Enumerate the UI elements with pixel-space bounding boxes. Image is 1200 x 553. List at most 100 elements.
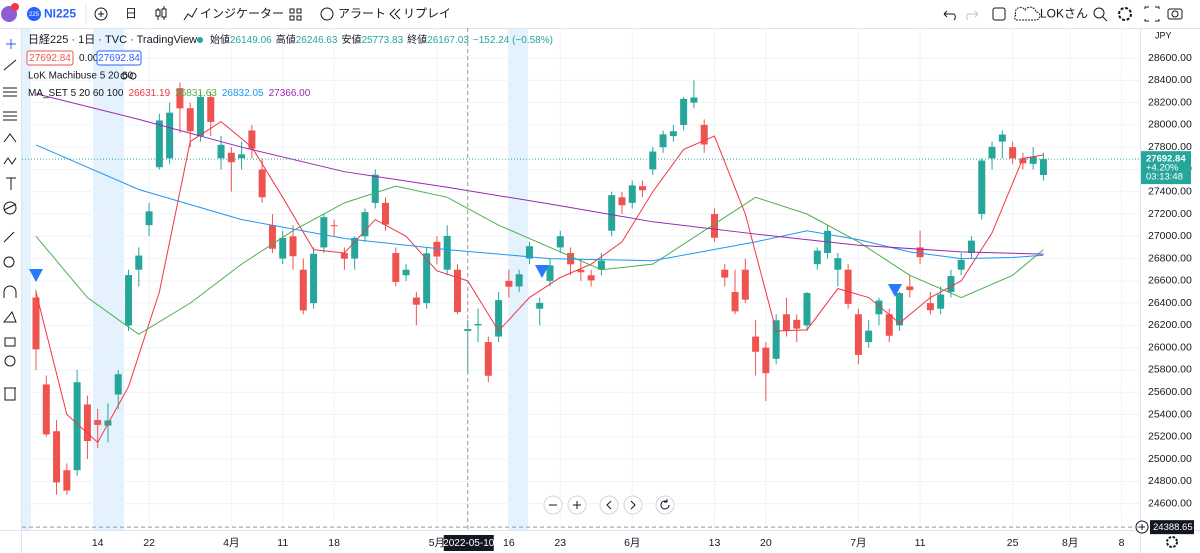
symbol-logo xyxy=(27,7,41,21)
ma-line xyxy=(35,93,1044,255)
nav-glyphs xyxy=(549,499,670,510)
candle-body xyxy=(967,240,975,253)
x-tick-label: 7月 xyxy=(850,537,866,549)
currency: JPY xyxy=(1155,30,1172,40)
search[interactable] xyxy=(1093,7,1105,19)
x-tick-label: 20 xyxy=(760,537,772,549)
candle-body xyxy=(957,259,965,270)
fullscreen[interactable] xyxy=(1144,6,1160,22)
y-tick-label: 25800.00 xyxy=(1148,364,1192,376)
crosshair-date-box xyxy=(443,535,494,551)
y-tick-label: 28000.00 xyxy=(1148,119,1192,131)
candle-body xyxy=(896,293,904,326)
indicator-icon xyxy=(183,7,198,21)
candle-body xyxy=(453,269,461,313)
axis-settings[interactable] xyxy=(1166,536,1178,548)
candle-body xyxy=(505,280,513,287)
crosshair-date: 2022-05-10 xyxy=(443,538,495,549)
candle-body xyxy=(433,241,441,257)
add-alert-plus xyxy=(1139,524,1145,530)
candle-body xyxy=(351,237,359,259)
candle-body xyxy=(710,214,718,238)
add-icon[interactable] xyxy=(94,7,108,21)
ma-legend: MA_SET 5 20 60 100 26631.19 26831.63 26832.… xyxy=(28,88,311,99)
y-tick-label: 27000.00 xyxy=(1148,230,1192,242)
candle-body xyxy=(690,97,698,103)
tag-text: 27692.84 xyxy=(29,53,71,64)
candle-body xyxy=(546,265,554,281)
layout-icon[interactable] xyxy=(289,8,302,21)
value: 26832.05 xyxy=(222,88,264,99)
y-tick-label: 28200.00 xyxy=(1148,96,1192,108)
alert-button[interactable]: アラート xyxy=(338,7,386,21)
candle-body xyxy=(484,342,492,376)
candle-body xyxy=(597,260,605,270)
x-tick-label: 25 xyxy=(1007,537,1019,549)
last-change: +4.20% xyxy=(1146,163,1179,174)
y-tick-label: 27800.00 xyxy=(1148,141,1192,153)
candle-body xyxy=(135,255,143,270)
user-button[interactable]: LOKさん xyxy=(1040,7,1088,21)
indicators-button[interactable]: インジケーター xyxy=(200,7,284,21)
candle-body xyxy=(587,275,595,281)
y-tick-label: 25600.00 xyxy=(1148,386,1192,398)
candle-body xyxy=(217,144,225,159)
candle-body xyxy=(659,134,667,148)
last-price: 27692.84 xyxy=(1146,154,1186,165)
signal-marker xyxy=(29,269,43,282)
indicator-icon xyxy=(120,72,128,80)
legend-title: 日経225 · 1日 · TVC · TradingView xyxy=(28,33,197,46)
search-handle xyxy=(1102,16,1108,22)
nav-buttons[interactable] xyxy=(543,495,675,515)
value: 26149.06 xyxy=(230,35,272,46)
value: 27366.00 xyxy=(269,88,311,99)
y-tick-label: 26200.00 xyxy=(1148,319,1192,331)
value: 26167.03 xyxy=(427,35,469,46)
y-tick-label: 28600.00 xyxy=(1148,52,1192,64)
y-tick-label: 26000.00 xyxy=(1148,341,1192,353)
candle-body xyxy=(371,174,379,203)
toolbar xyxy=(0,0,1200,28)
indicator-legend: LoK Machibuse 5 20 60 xyxy=(28,71,134,82)
tag xyxy=(96,50,142,66)
interval[interactable]: 日 xyxy=(125,7,137,21)
redo[interactable] xyxy=(966,10,979,21)
candle-body xyxy=(258,169,266,198)
camera[interactable] xyxy=(1167,8,1183,20)
legend-dot xyxy=(197,37,203,43)
candle-body xyxy=(752,336,760,352)
indicator-icon xyxy=(129,72,137,80)
settings[interactable] xyxy=(1118,7,1132,21)
candle-body xyxy=(83,404,91,442)
candle-body xyxy=(577,269,585,273)
symbol[interactable]: NI225 xyxy=(44,7,76,21)
candle-body xyxy=(207,97,215,122)
candle-body xyxy=(536,302,544,309)
candle-body xyxy=(125,275,133,326)
x-tick-label: 4月 xyxy=(223,537,239,549)
value: 26831.63 xyxy=(175,88,217,99)
x-tick-label: 23 xyxy=(554,537,566,549)
ma-line xyxy=(35,120,1044,444)
add-plus xyxy=(98,11,104,17)
candle-body xyxy=(402,269,410,276)
candle-body xyxy=(443,235,451,270)
candle-body xyxy=(238,154,246,159)
candle-body xyxy=(793,319,801,329)
candle-body xyxy=(145,211,153,226)
candle-body xyxy=(916,247,924,258)
label: 高値 xyxy=(276,33,296,46)
x-tick-label: 13 xyxy=(709,537,721,549)
candle-body xyxy=(762,347,770,374)
left-tools[interactable] xyxy=(2,39,17,401)
x-tick-label: 14 xyxy=(92,537,104,549)
label: MA_SET 5 20 60 100 xyxy=(28,88,124,99)
logo-text: 225 xyxy=(29,12,40,18)
candle-body xyxy=(392,252,400,282)
x-tick-label: 22 xyxy=(143,537,155,549)
checkbox[interactable] xyxy=(992,7,1006,21)
undo[interactable] xyxy=(943,10,956,21)
y-tick-label: 27400.00 xyxy=(1148,186,1192,198)
replay-button[interactable]: リプレイ xyxy=(403,7,451,21)
